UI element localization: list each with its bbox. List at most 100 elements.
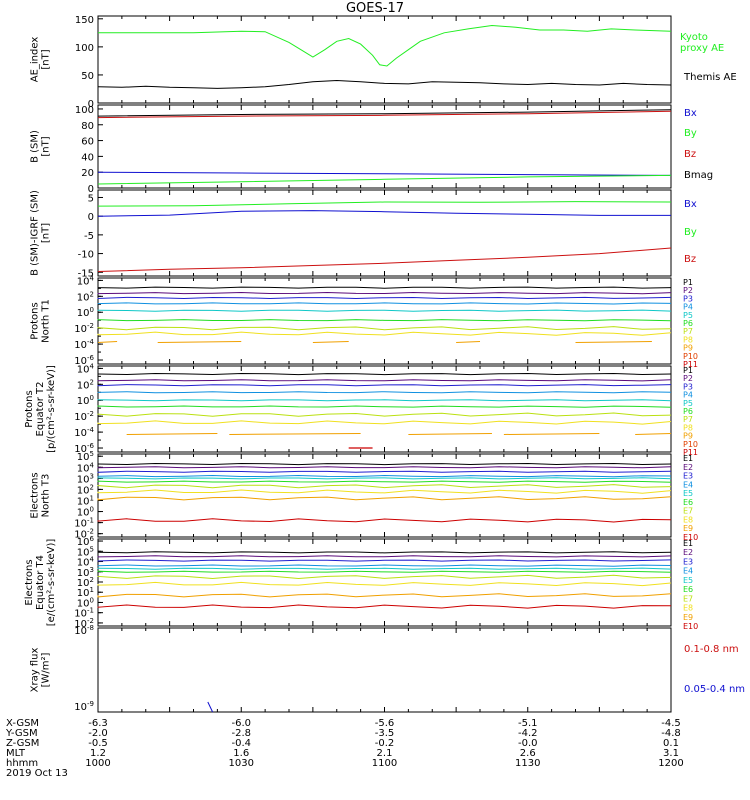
footer-value: -0.2 [375, 738, 395, 749]
y-tick-label: 104 [77, 461, 95, 474]
footer-value: 1.6 [233, 748, 249, 759]
trace-P9 [97, 341, 118, 343]
y-tick-label: 100 [77, 394, 94, 407]
legend-E7: E7 [683, 594, 693, 603]
y-tick-label: 10-2 [74, 410, 94, 423]
footer-label: Z-GSM [6, 738, 39, 749]
trace-P9 [408, 432, 492, 435]
legend-E10: E10 [683, 622, 698, 631]
y-tick-label: 105 [77, 450, 94, 463]
series-line-Bz [97, 110, 672, 119]
legend-P11: P11 [683, 448, 698, 457]
y-tick-label: 10-4 [74, 338, 94, 351]
y-axis-label: Protons [30, 302, 41, 339]
legend-P9: P9 [683, 344, 693, 353]
trace-E1 [97, 551, 672, 554]
legend-P10: P10 [683, 352, 698, 361]
trace-P3 [97, 384, 672, 387]
trace-P4 [97, 391, 672, 394]
y-tick-label: 0 [88, 212, 94, 223]
trace-E3 [97, 559, 672, 562]
y-tick-label: 102 [77, 576, 94, 589]
trace-P5 [97, 309, 672, 312]
legend-themis-ae: Themis AE [683, 72, 737, 83]
legend-E8: E8 [683, 604, 693, 613]
panel-frame-pe [97, 365, 672, 453]
footer-value: 0.1 [663, 738, 679, 749]
trace-E10 [97, 518, 672, 523]
y-axis-label: Electrons [30, 472, 41, 518]
y-tick-label: 10-4 [74, 426, 94, 439]
y-tick-label: 100 [75, 43, 94, 54]
footer-value: 2.6 [520, 748, 536, 759]
y-axis-label: Equator T4 [35, 555, 46, 610]
legend-P6: P6 [683, 319, 693, 328]
legend-Bz: Bz [684, 149, 696, 160]
legend-P3: P3 [683, 382, 693, 391]
footer-value: 2.1 [377, 748, 393, 759]
y-tick-label: -15 [78, 268, 94, 279]
series-line-Kyoto-proxy-AE [98, 24, 672, 67]
y-tick-label: 102 [77, 483, 94, 496]
legend-E1: E1 [683, 539, 693, 548]
panel-frame-xray [97, 627, 672, 713]
legend-P8: P8 [683, 335, 693, 344]
y-tick-label: 0 [88, 99, 94, 110]
legend-P8: P8 [683, 423, 693, 432]
legend-Bx: Bx [684, 108, 697, 119]
y-axis-label: Electrons [24, 559, 35, 605]
trace-E4 [97, 564, 672, 567]
panel-frame-bsm [97, 104, 672, 189]
trace-P3 [97, 296, 672, 300]
trace-P9 [456, 341, 481, 343]
y-axis-label: [W/m²] [41, 652, 52, 687]
footer-value: -4.5 [661, 718, 681, 729]
legend-E4: E4 [683, 480, 693, 489]
y-tick-label: -5 [84, 231, 94, 242]
legend-E3: E3 [683, 472, 693, 481]
legend-0.1-0.8nm: 0.1-0.8 nm [684, 644, 739, 655]
trace-E8 [97, 489, 672, 494]
y-tick-label: 106 [77, 535, 95, 548]
legend-By: By [684, 227, 697, 238]
y-tick-label: 104 [77, 362, 95, 375]
panel-frame-ae [97, 15, 672, 104]
footer-value: 1200 [658, 758, 683, 769]
trace-E9 [97, 593, 672, 598]
legend-P2: P2 [683, 374, 693, 383]
trace-E3 [97, 470, 672, 473]
footer-value: 1.2 [90, 748, 106, 759]
footer-value: -0.5 [88, 738, 108, 749]
trace-E7 [97, 574, 672, 580]
y-tick-label: 10-9 [74, 700, 94, 713]
series-line-Bmag [97, 109, 672, 117]
trace-E10 [97, 604, 672, 609]
trace-E2 [97, 555, 672, 558]
legend-E6: E6 [683, 585, 693, 594]
footer-value: -0.4 [231, 738, 251, 749]
y-tick-label: 10-2 [74, 528, 94, 541]
legend-E7: E7 [683, 507, 693, 516]
footer-value: -0.0 [518, 738, 538, 749]
legend-kyoto: Kyoto [680, 32, 708, 43]
legend-By: By [684, 128, 697, 139]
footer-value: -4.8 [661, 728, 681, 739]
legend-E9: E9 [683, 524, 693, 533]
y-tick-label: 10-2 [74, 617, 94, 630]
trace-E5 [97, 567, 672, 570]
legend-P5: P5 [683, 311, 693, 320]
legend-E5: E5 [683, 489, 693, 498]
legend-E6: E6 [683, 498, 693, 507]
footer-value: 3.1 [663, 748, 679, 759]
trace-P8 [97, 420, 672, 425]
legend-E2: E2 [683, 548, 693, 557]
y-tick-label: 50 [81, 71, 94, 82]
trace-P9 [503, 432, 600, 435]
y-tick-label: 80 [81, 121, 94, 132]
legend-E9: E9 [683, 613, 693, 622]
y-tick-label: 40 [81, 152, 94, 163]
legend-P1: P1 [683, 278, 693, 287]
trace-E6 [97, 570, 672, 573]
y-tick-label: 105 [77, 545, 94, 558]
y-tick-label: 10-8 [74, 624, 94, 637]
